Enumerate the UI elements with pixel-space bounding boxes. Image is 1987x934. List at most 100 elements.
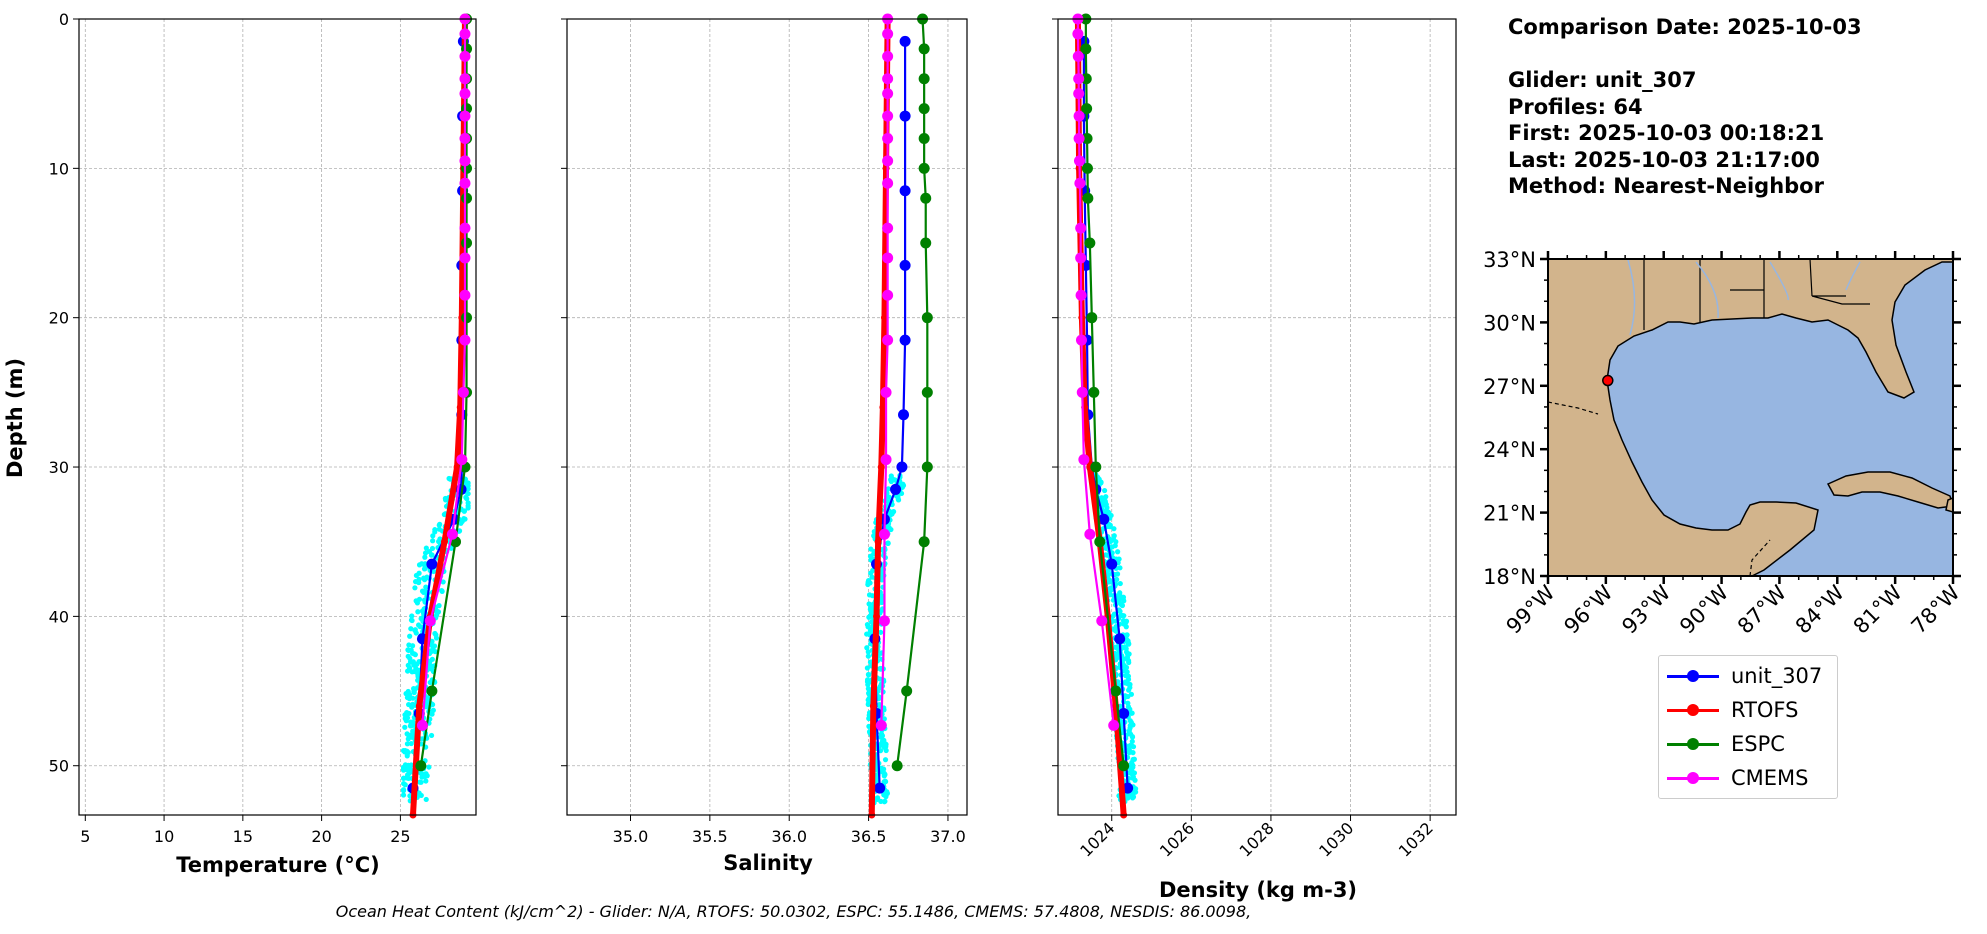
scatter-point: [403, 718, 409, 724]
scatter-point: [404, 731, 410, 737]
ocean-heat-content-footer: Ocean Heat Content (kJ/cm^2) - Glider: N…: [335, 902, 1252, 921]
scatter-point: [1123, 646, 1129, 652]
series-point-cmems: [1073, 132, 1085, 144]
series-point-cmems: [459, 222, 471, 234]
scatter-point: [866, 614, 872, 620]
series-point-unit-307: [899, 35, 911, 47]
legend-swatch-unit-307: [1667, 669, 1719, 682]
legend-label: ESPC: [1731, 732, 1785, 756]
x-tick-label: 1032: [1395, 818, 1437, 860]
scatter-point: [428, 732, 435, 739]
scatter-point: [1104, 505, 1110, 511]
scatter-point: [404, 748, 410, 754]
y-tick-label: 50: [49, 757, 69, 776]
scatter-point: [881, 716, 887, 722]
scatter-point: [406, 642, 412, 648]
series-point-espc: [918, 73, 930, 85]
comparison-date: Comparison Date: 2025-10-03: [1508, 15, 1862, 39]
series-point-unit-307: [899, 110, 911, 122]
series-point-cmems: [459, 88, 471, 100]
series-point-cmems: [882, 155, 894, 167]
scatter-point: [885, 486, 891, 492]
scatter-point: [866, 715, 872, 722]
scatter-point: [402, 712, 408, 718]
scatter-point: [422, 550, 429, 556]
scatter-point: [1107, 585, 1114, 591]
scatter-point: [407, 766, 414, 772]
scatter-point: [1113, 628, 1119, 634]
temperature-axis-label: Temperature (°C): [176, 853, 379, 877]
scatter-point: [404, 753, 410, 759]
scatter-point: [416, 562, 423, 568]
map-lat-label: 18°N: [1483, 565, 1536, 589]
series-point-cmems: [459, 334, 471, 346]
scatter-point: [1106, 577, 1112, 583]
scatter-point: [881, 779, 887, 785]
scatter-point: [870, 567, 876, 573]
scatter-point: [1117, 580, 1123, 587]
scatter-point: [1130, 750, 1136, 756]
scatter-point: [864, 665, 870, 671]
series-point-espc: [1110, 685, 1122, 697]
scatter-point: [879, 733, 886, 739]
temperature-panel: 0 10 20 30 40 50 5 10 15 20 25: [49, 10, 477, 846]
scatter-point: [878, 629, 884, 635]
series-point-cmems: [882, 334, 894, 346]
scatter-point: [1111, 611, 1117, 617]
rivers: [1627, 259, 1861, 336]
series-point-espc: [921, 461, 933, 473]
scatter-point: [1130, 756, 1136, 763]
series-point-espc: [415, 760, 427, 772]
scatter-point: [881, 766, 887, 772]
scatter-point: [418, 615, 424, 622]
scatter-point: [408, 626, 414, 632]
series-point-unit-307: [1106, 558, 1118, 570]
y-tick-label: 40: [49, 607, 69, 626]
series-point-cmems: [459, 252, 471, 264]
scatter-point: [1123, 636, 1130, 642]
scatter-point: [456, 528, 463, 534]
x-tick-label: 1024: [1076, 818, 1118, 860]
scatter-point: [415, 677, 421, 683]
scatter-point: [421, 772, 427, 778]
legend-label: unit_307: [1731, 664, 1823, 688]
scatter-point: [874, 795, 880, 802]
last-profile-time: Last: 2025-10-03 21:17:00: [1508, 147, 1820, 172]
legend-swatch-rtofs: [1667, 703, 1719, 716]
map-frame: [1547, 258, 1954, 577]
scatter-point: [412, 585, 418, 591]
scatter-point: [461, 508, 467, 514]
series-point-cmems: [456, 454, 468, 466]
scatter-point: [427, 679, 433, 686]
series-point-cmems: [882, 110, 894, 122]
scatter-point: [405, 688, 411, 695]
scatter-point: [408, 647, 414, 653]
scatter-point: [865, 623, 871, 629]
series-point-cmems: [424, 615, 436, 627]
legend: unit_307 RTOFS ESPC CMEMS: [1658, 655, 1838, 799]
scatter-point: [423, 584, 429, 590]
scatter-point: [882, 771, 888, 777]
scatter-point: [888, 526, 894, 533]
map-lon-label: 87°W: [1733, 580, 1791, 638]
series-point-espc: [1090, 461, 1102, 473]
series-point-unit-307: [1114, 633, 1126, 645]
series-point-rtofs: [440, 538, 448, 546]
scatter-point: [883, 794, 889, 800]
scatter-point: [412, 627, 418, 634]
scatter-point: [432, 529, 438, 535]
scatter-point: [877, 741, 884, 748]
scatter-point: [409, 613, 415, 619]
scatter-point: [446, 475, 452, 482]
legend-swatch-espc: [1667, 737, 1719, 750]
scatter-point: [1122, 663, 1128, 669]
map-lon-label: 96°W: [1559, 580, 1617, 638]
scatter-point: [400, 792, 407, 798]
x-tick-label: 1030: [1315, 818, 1357, 860]
scatter-point: [422, 554, 428, 560]
series-point-espc: [1088, 386, 1100, 398]
series-point-espc: [918, 536, 930, 548]
map-lat-label: 27°N: [1483, 375, 1536, 399]
scatter-point: [1099, 495, 1105, 501]
series-point-unit-307: [899, 334, 911, 346]
